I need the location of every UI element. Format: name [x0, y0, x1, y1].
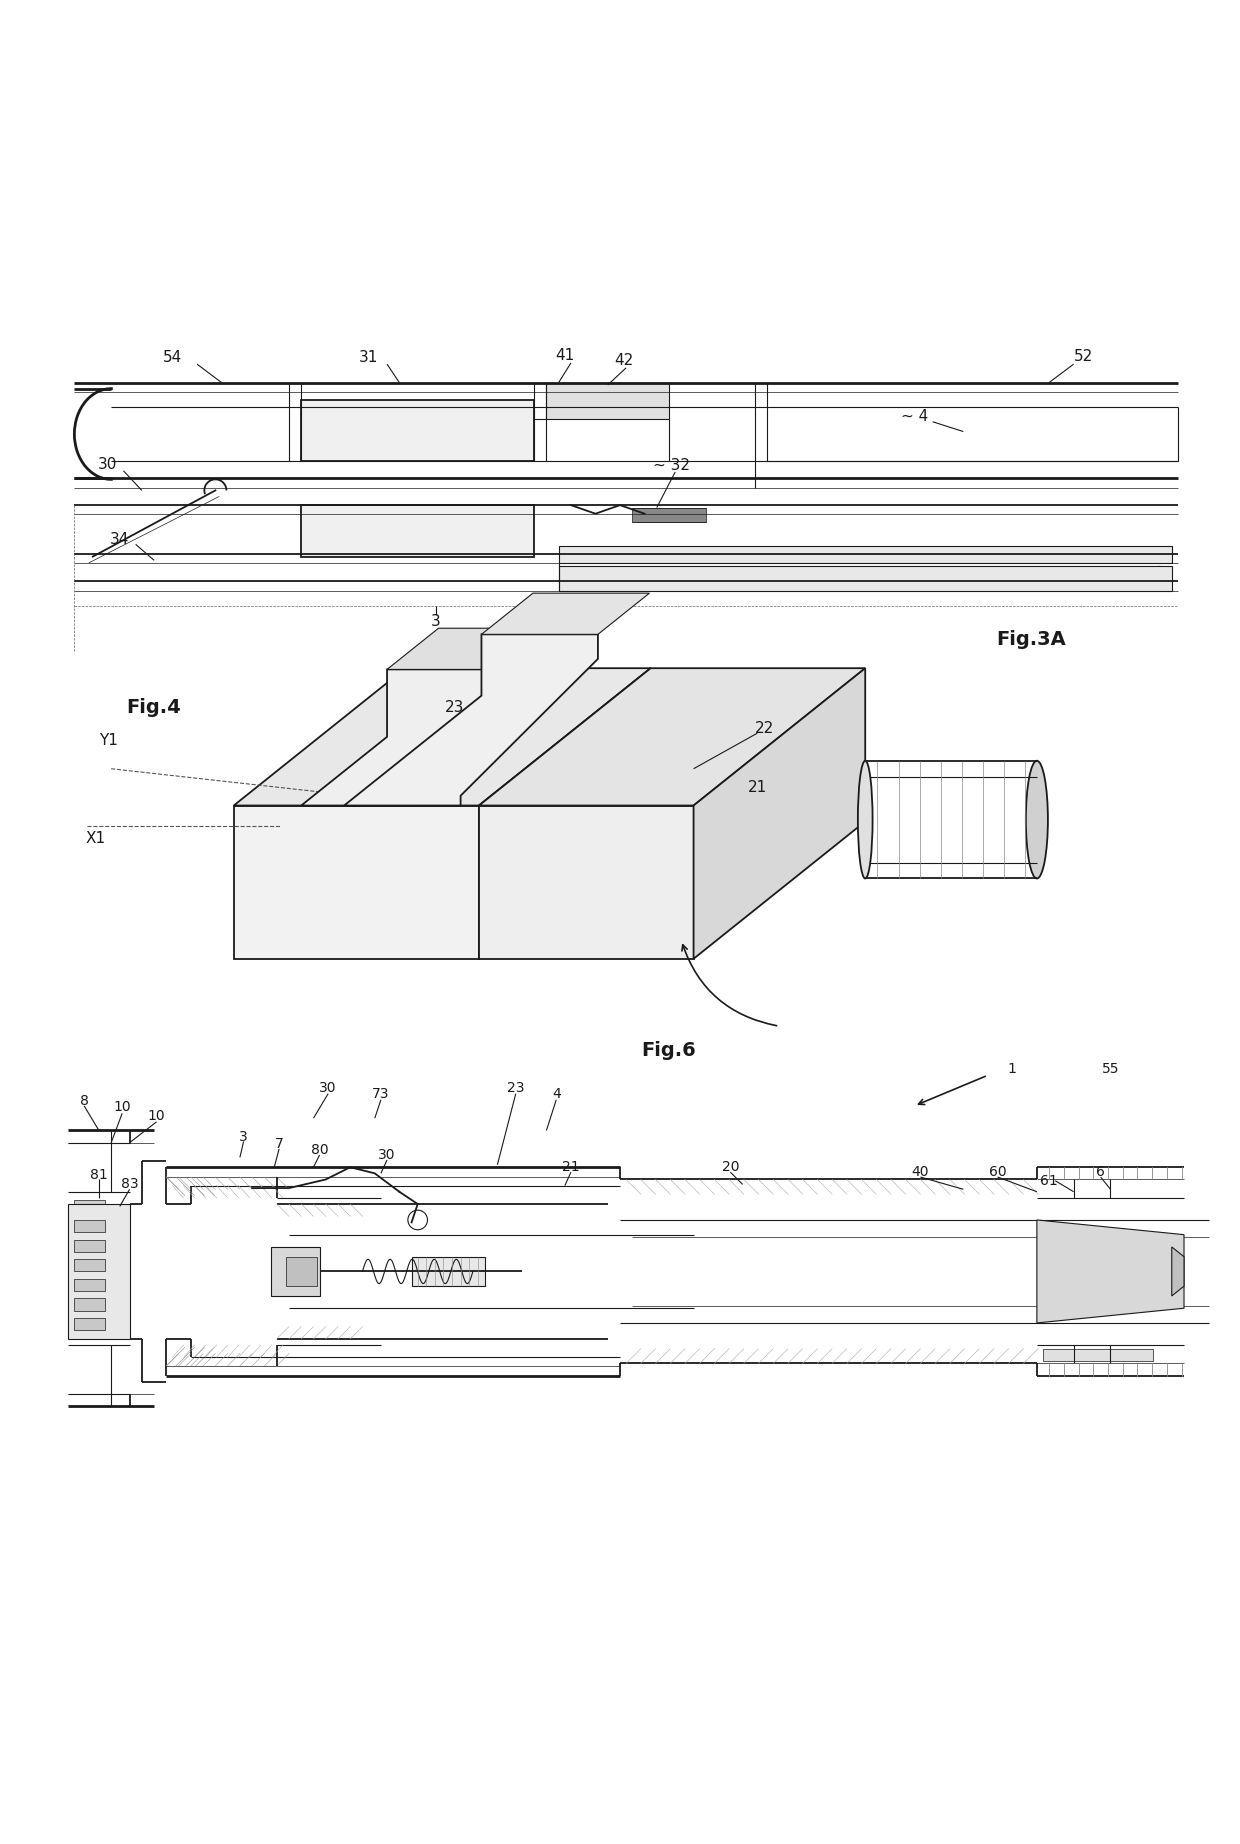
Bar: [559, 546, 1172, 562]
Text: Fig.4: Fig.4: [126, 697, 181, 717]
Text: 4: 4: [552, 1086, 560, 1101]
Bar: [74, 1248, 105, 1258]
Text: 30: 30: [378, 1149, 396, 1162]
Text: 8: 8: [79, 1093, 88, 1108]
Bar: [68, 1204, 129, 1339]
Polygon shape: [387, 629, 556, 669]
Circle shape: [267, 900, 294, 926]
Text: 23: 23: [507, 1081, 525, 1095]
Text: 23: 23: [445, 701, 464, 715]
Text: 41: 41: [556, 349, 574, 363]
Text: 3: 3: [432, 614, 441, 629]
Bar: [74, 1278, 105, 1291]
Bar: [74, 1239, 105, 1252]
Text: ~ 32: ~ 32: [653, 459, 689, 474]
Bar: [503, 867, 526, 940]
Text: 40: 40: [911, 1165, 929, 1178]
Text: Fig.3A: Fig.3A: [996, 631, 1065, 649]
Bar: [74, 1221, 105, 1232]
Bar: [286, 1258, 317, 1285]
Text: 21: 21: [748, 780, 768, 795]
Bar: [74, 1217, 105, 1226]
Text: 52: 52: [1074, 349, 1094, 365]
Text: 7: 7: [275, 1138, 284, 1151]
Bar: [693, 904, 718, 935]
Ellipse shape: [1025, 762, 1048, 878]
Text: 60: 60: [988, 1165, 1007, 1178]
Text: 21: 21: [562, 1160, 580, 1175]
Polygon shape: [345, 634, 598, 806]
Text: 3: 3: [239, 1130, 248, 1143]
Text: 61: 61: [1040, 1175, 1058, 1188]
Text: 83: 83: [120, 1176, 139, 1191]
Circle shape: [408, 1210, 428, 1230]
Text: ~ 4: ~ 4: [900, 409, 928, 424]
Bar: [74, 1330, 105, 1339]
Polygon shape: [1037, 1221, 1184, 1322]
Text: Y1: Y1: [99, 734, 118, 749]
Ellipse shape: [858, 762, 873, 878]
Text: Fig.6: Fig.6: [641, 1042, 697, 1060]
Polygon shape: [481, 594, 650, 634]
Bar: [74, 1298, 105, 1311]
Text: 30: 30: [320, 1081, 337, 1095]
Text: 55: 55: [1101, 1062, 1120, 1077]
Circle shape: [253, 885, 308, 940]
Polygon shape: [1172, 1247, 1184, 1296]
Text: 6: 6: [1096, 1165, 1105, 1178]
Text: 22: 22: [755, 721, 774, 736]
Polygon shape: [234, 806, 479, 959]
Bar: [301, 505, 534, 557]
Text: 1: 1: [1008, 1062, 1017, 1077]
Bar: [74, 1200, 105, 1210]
Text: 20: 20: [722, 1160, 739, 1175]
Bar: [301, 400, 534, 461]
Bar: [547, 869, 595, 913]
Text: 42: 42: [614, 352, 634, 369]
Bar: [270, 1247, 320, 1296]
Text: 81: 81: [91, 1167, 108, 1182]
Bar: [74, 1265, 105, 1274]
Bar: [559, 566, 1172, 590]
Text: 31: 31: [358, 350, 378, 365]
Bar: [74, 1313, 105, 1322]
Text: 73: 73: [372, 1086, 389, 1101]
Text: 10: 10: [113, 1101, 131, 1114]
Bar: [345, 878, 412, 913]
Text: 34: 34: [110, 531, 129, 548]
Text: 80: 80: [311, 1143, 329, 1156]
Text: X1: X1: [86, 832, 105, 846]
Bar: [74, 1296, 105, 1307]
Bar: [632, 507, 706, 522]
Bar: [74, 1282, 105, 1291]
Bar: [1043, 1348, 1153, 1361]
Bar: [412, 1258, 485, 1285]
Text: 10: 10: [148, 1108, 165, 1123]
Circle shape: [253, 824, 308, 878]
Polygon shape: [479, 806, 693, 959]
Text: 54: 54: [162, 350, 182, 365]
Bar: [74, 1265, 105, 1274]
Text: 30: 30: [98, 457, 117, 472]
Bar: [547, 382, 670, 419]
Bar: [74, 1259, 105, 1272]
Bar: [74, 1318, 105, 1330]
Polygon shape: [693, 668, 866, 959]
Polygon shape: [479, 668, 866, 806]
Polygon shape: [234, 668, 651, 806]
Bar: [74, 1232, 105, 1243]
Polygon shape: [301, 669, 503, 806]
Circle shape: [267, 837, 294, 865]
Polygon shape: [479, 668, 651, 959]
